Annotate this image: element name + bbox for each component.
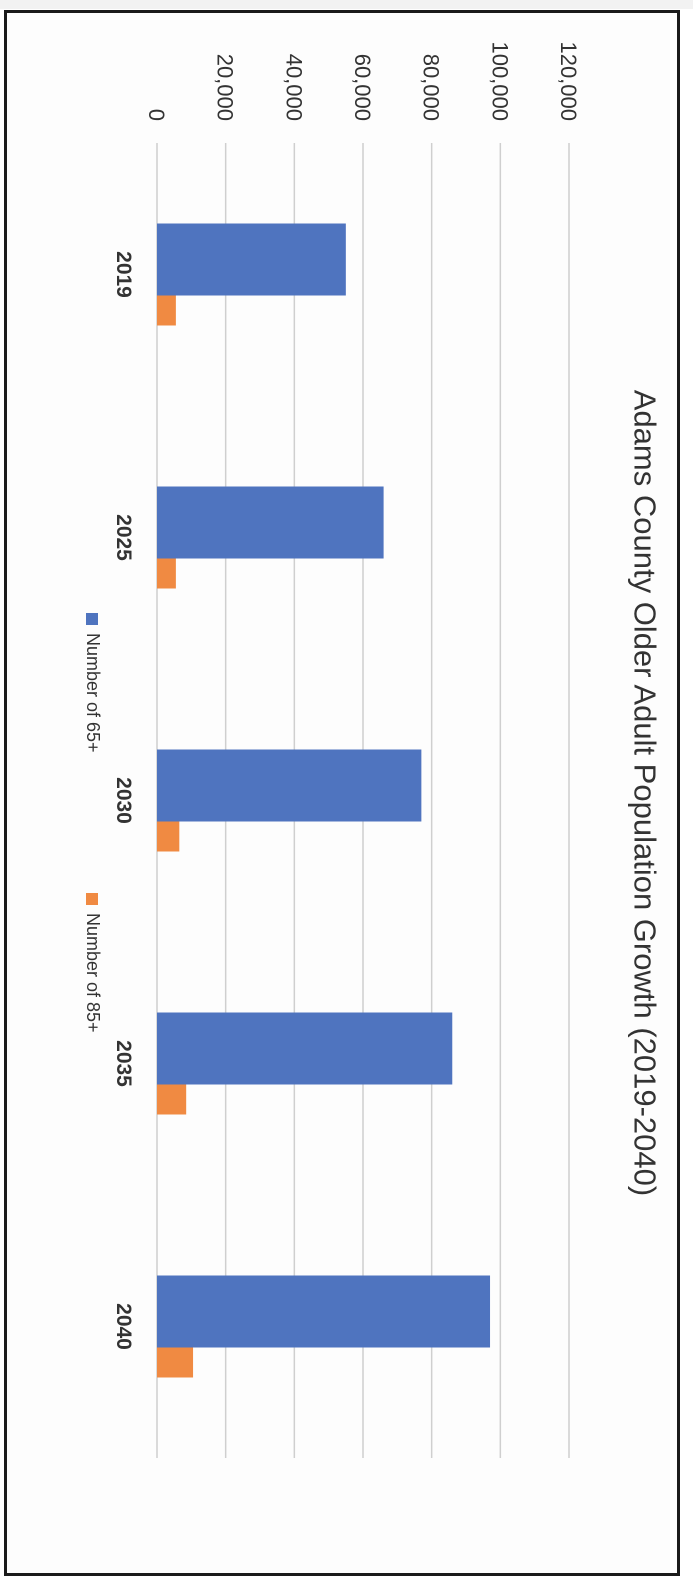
x-category-label: 2019	[112, 251, 135, 298]
bar-85plus-2035	[156, 1084, 187, 1115]
y-tick-label: 40,000	[281, 54, 306, 121]
bars	[156, 223, 491, 1378]
y-tick-label: 20,000	[213, 54, 238, 121]
bar-65plus-2030	[157, 749, 422, 822]
legend-label: Number of 65+	[83, 633, 103, 753]
chart-frame: 0 20,000 40,000 60,000 80,000 100,000 120,000 2…	[4, 10, 680, 1576]
bar-85plus-2030	[157, 821, 180, 852]
x-category-label: 2040	[112, 1303, 135, 1350]
bar-85plus-2025	[156, 558, 176, 589]
y-tick-label: 0	[144, 109, 169, 121]
x-category-label: 2025	[112, 514, 135, 561]
bar-65plus-2019	[157, 223, 346, 296]
bar-65plus-2025	[157, 486, 384, 559]
bar-chart: 0 20,000 40,000 60,000 80,000 100,000 120,000 2…	[83, 41, 663, 1458]
y-tick-label: 60,000	[350, 54, 375, 121]
page-top-edge	[0, 0, 693, 9]
chart-title: Adams County Older Adult Population Grow…	[628, 390, 663, 1196]
x-category-label: 2035	[112, 1040, 135, 1087]
y-tick-label: 100,000	[487, 41, 512, 121]
bar-65plus-2035	[157, 1012, 453, 1085]
bar-85plus-2019	[156, 295, 176, 326]
legend: Number of 65+ Number of 85+	[83, 613, 103, 1033]
bar-85plus-2040	[156, 1347, 194, 1378]
bar-65plus-2040	[157, 1275, 491, 1348]
axis-labels: 0 20,000 40,000 60,000 80,000 100,000 120,000 2…	[112, 41, 581, 1349]
y-tick-label: 120,000	[556, 41, 581, 121]
legend-swatch	[86, 893, 98, 905]
y-tick-label: 80,000	[419, 54, 444, 121]
x-category-label: 2030	[112, 777, 135, 824]
legend-label: Number of 85+	[83, 913, 103, 1033]
legend-swatch	[86, 613, 98, 625]
